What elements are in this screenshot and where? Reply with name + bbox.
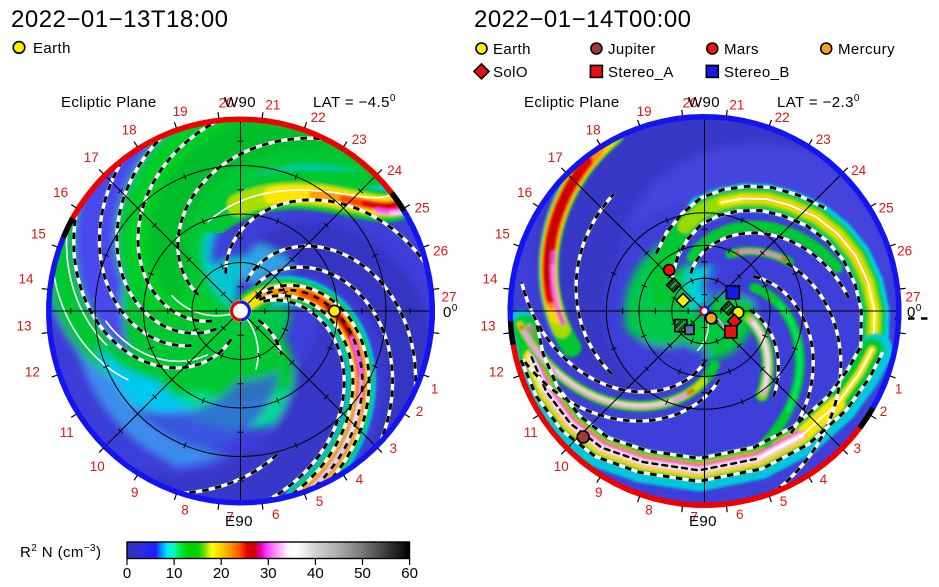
svg-text:11: 11 bbox=[524, 425, 538, 440]
svg-text:26: 26 bbox=[433, 244, 448, 259]
svg-text:2022−01−14T00:00: 2022−01−14T00:00 bbox=[474, 6, 692, 33]
svg-text:23: 23 bbox=[352, 132, 367, 147]
svg-text:8: 8 bbox=[181, 502, 189, 517]
svg-text:16: 16 bbox=[517, 185, 532, 200]
svg-text:8: 8 bbox=[645, 502, 653, 517]
svg-text:5: 5 bbox=[316, 494, 324, 509]
svg-text:10: 10 bbox=[166, 565, 183, 582]
svg-text:3: 3 bbox=[390, 441, 398, 456]
svg-text:2: 2 bbox=[416, 404, 424, 419]
svg-text:2022−01−13T18:00: 2022−01−13T18:00 bbox=[11, 6, 229, 33]
svg-text:Stereo_B: Stereo_B bbox=[724, 64, 790, 81]
svg-text:20: 20 bbox=[219, 96, 234, 111]
svg-text:11: 11 bbox=[60, 425, 74, 440]
svg-text:14: 14 bbox=[18, 272, 34, 287]
svg-text:20: 20 bbox=[683, 96, 698, 111]
svg-text:00: 00 bbox=[443, 303, 458, 321]
svg-text:21: 21 bbox=[265, 98, 280, 113]
svg-text:24: 24 bbox=[387, 163, 403, 178]
svg-text:4: 4 bbox=[820, 472, 828, 487]
svg-text:50: 50 bbox=[354, 565, 371, 582]
svg-text:Earth: Earth bbox=[33, 40, 71, 57]
svg-text:40: 40 bbox=[307, 565, 324, 582]
svg-text:9: 9 bbox=[131, 485, 139, 500]
svg-text:27: 27 bbox=[905, 290, 920, 305]
svg-text:12: 12 bbox=[489, 364, 504, 379]
svg-text:17: 17 bbox=[548, 150, 563, 165]
svg-text:9: 9 bbox=[595, 485, 603, 500]
svg-text:Jupiter: Jupiter bbox=[608, 41, 656, 58]
svg-text:1: 1 bbox=[895, 382, 903, 397]
svg-text:5: 5 bbox=[780, 494, 788, 509]
svg-text:15: 15 bbox=[31, 226, 46, 241]
svg-text:22: 22 bbox=[311, 110, 326, 125]
svg-text:W90: W90 bbox=[688, 94, 720, 111]
svg-text:10: 10 bbox=[90, 459, 105, 474]
svg-text:R2 N (cm−3): R2 N (cm−3) bbox=[20, 543, 101, 561]
svg-text:6: 6 bbox=[272, 507, 280, 522]
svg-text:Mercury: Mercury bbox=[838, 41, 895, 58]
svg-text:4: 4 bbox=[356, 472, 364, 487]
svg-text:W90: W90 bbox=[224, 94, 256, 111]
svg-text:6: 6 bbox=[736, 507, 744, 522]
svg-text:13: 13 bbox=[480, 318, 495, 333]
svg-text:14: 14 bbox=[482, 272, 498, 287]
svg-text:10: 10 bbox=[554, 459, 569, 474]
svg-text:Earth: Earth bbox=[493, 41, 531, 58]
svg-text:12: 12 bbox=[25, 364, 40, 379]
svg-text:3: 3 bbox=[854, 441, 862, 456]
svg-text:24: 24 bbox=[851, 163, 867, 178]
svg-text:26: 26 bbox=[897, 244, 912, 259]
svg-text:17: 17 bbox=[84, 150, 99, 165]
svg-text:E90: E90 bbox=[689, 513, 717, 530]
svg-text:LAT = −2.30: LAT = −2.30 bbox=[777, 93, 860, 111]
svg-text:60: 60 bbox=[401, 565, 418, 582]
svg-text:0: 0 bbox=[123, 565, 131, 582]
svg-text:Ecliptic Plane: Ecliptic Plane bbox=[61, 94, 157, 111]
svg-text:2: 2 bbox=[880, 404, 888, 419]
svg-text:25: 25 bbox=[879, 201, 894, 216]
svg-text:13: 13 bbox=[16, 318, 31, 333]
svg-text:7: 7 bbox=[226, 510, 234, 525]
svg-text:30: 30 bbox=[260, 565, 277, 582]
svg-text:LAT = −4.50: LAT = −4.50 bbox=[313, 93, 396, 111]
svg-text:27: 27 bbox=[441, 290, 456, 305]
svg-text:16: 16 bbox=[53, 185, 68, 200]
svg-text:23: 23 bbox=[816, 132, 831, 147]
svg-text:19: 19 bbox=[637, 104, 652, 119]
svg-text:20: 20 bbox=[213, 565, 230, 582]
svg-text:Ecliptic Plane: Ecliptic Plane bbox=[524, 94, 620, 111]
svg-text:1: 1 bbox=[431, 382, 439, 397]
svg-text:7: 7 bbox=[690, 510, 698, 525]
svg-text:25: 25 bbox=[415, 201, 430, 216]
svg-text:18: 18 bbox=[586, 122, 601, 137]
svg-text:Mars: Mars bbox=[724, 41, 759, 58]
svg-text:Stereo_A: Stereo_A bbox=[608, 64, 674, 81]
svg-text:E90: E90 bbox=[225, 513, 253, 530]
svg-text:21: 21 bbox=[729, 98, 744, 113]
svg-text:22: 22 bbox=[775, 110, 790, 125]
svg-text:00: 00 bbox=[907, 303, 922, 321]
svg-text:15: 15 bbox=[495, 226, 510, 241]
svg-text:18: 18 bbox=[122, 122, 137, 137]
svg-text:19: 19 bbox=[173, 104, 188, 119]
svg-text:SolO: SolO bbox=[493, 64, 528, 81]
